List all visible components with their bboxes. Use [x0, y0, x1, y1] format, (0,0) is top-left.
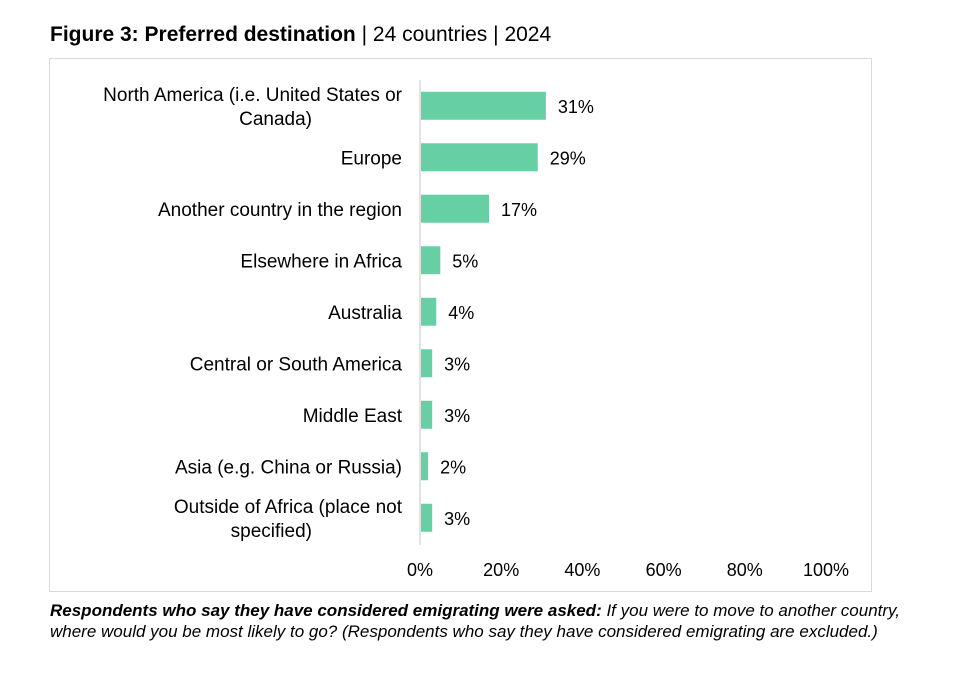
category-label: Elsewhere in Africa — [240, 251, 402, 272]
title-separator-2: | — [493, 23, 499, 46]
x-tick-label: 60% — [646, 560, 682, 580]
footnote-question: If you were to move to another country, … — [50, 601, 901, 641]
data-label: 3% — [444, 509, 470, 529]
category-label: North America (i.e. United States or — [103, 85, 403, 106]
figure-title-main: Figure 3: Preferred destination — [50, 23, 356, 46]
bar — [421, 91, 546, 120]
category-label: Asia (e.g. China or Russia) — [175, 457, 402, 478]
bar — [421, 400, 433, 429]
data-label: 2% — [440, 457, 466, 477]
data-label: 17% — [501, 200, 537, 220]
figure-title: Figure 3: Preferred destination | 24 cou… — [50, 22, 551, 48]
data-label: 31% — [558, 97, 594, 117]
bar — [421, 297, 437, 326]
title-year: 2024 — [504, 23, 552, 46]
category-label: specified) — [231, 521, 312, 542]
x-tick-label: 80% — [727, 560, 763, 580]
data-label: 3% — [444, 354, 470, 374]
bar — [421, 246, 441, 275]
category-label: Outside of Africa (place not — [174, 497, 403, 518]
footnote: Respondents who say they have considered… — [50, 600, 940, 642]
bar — [421, 349, 433, 378]
data-label: 4% — [448, 303, 474, 323]
category-label: Another country in the region — [158, 200, 402, 221]
category-label: Australia — [328, 303, 402, 324]
x-tick-label: 0% — [407, 560, 433, 580]
category-label: Canada) — [239, 109, 312, 130]
bar — [421, 452, 429, 481]
chart-frame — [49, 58, 872, 592]
x-tick-label: 40% — [564, 560, 600, 580]
data-label: 29% — [550, 148, 586, 168]
data-label: 3% — [444, 406, 470, 426]
bar — [421, 143, 538, 172]
category-label: Europe — [341, 148, 402, 169]
category-label: Central or South America — [190, 354, 403, 375]
x-tick-label: 20% — [483, 560, 519, 580]
footnote-lead: Respondents who say they have considered… — [50, 601, 602, 620]
bar — [421, 194, 490, 223]
title-separator-1: | — [361, 23, 368, 46]
category-label: Middle East — [303, 406, 403, 427]
title-countries: 24 countries — [372, 23, 488, 46]
data-label: 5% — [452, 251, 478, 271]
bar — [421, 503, 433, 532]
x-tick-label: 100% — [803, 560, 849, 580]
